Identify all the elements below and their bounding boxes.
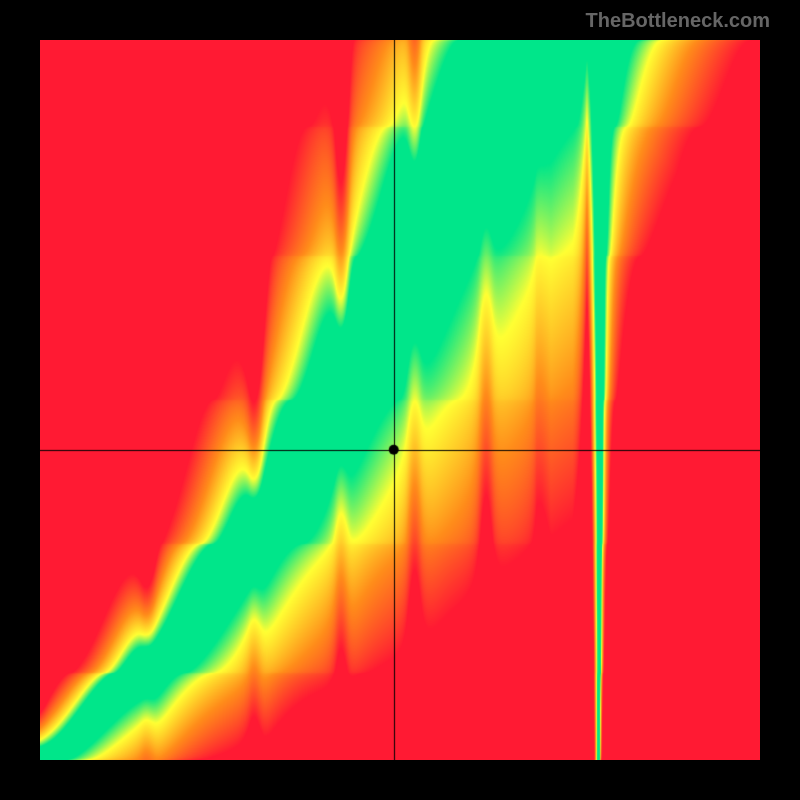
chart-container: TheBottleneck.com — [0, 0, 800, 800]
plot-area — [40, 40, 760, 760]
watermark-text: TheBottleneck.com — [586, 10, 770, 33]
heatmap-canvas — [40, 40, 760, 760]
